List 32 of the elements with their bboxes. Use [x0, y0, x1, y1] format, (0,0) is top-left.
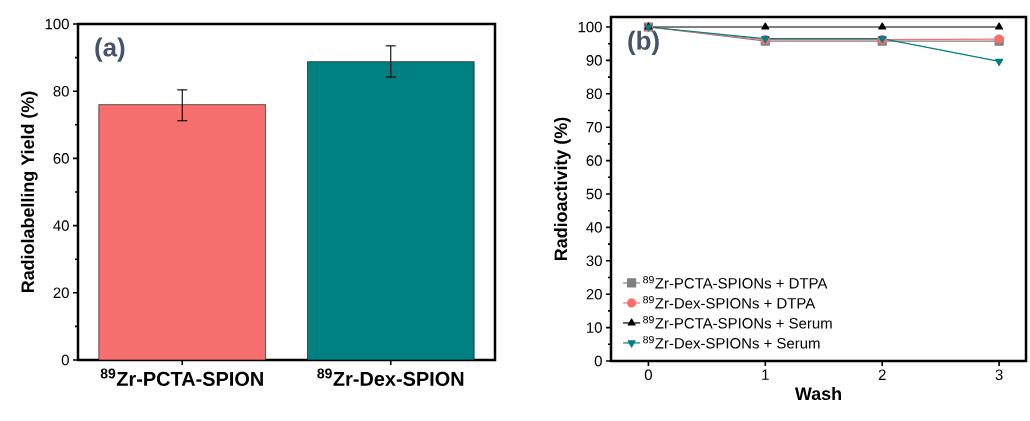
- x-tick-label: 1: [762, 369, 769, 380]
- legend-label: $^{89}$Zr-Dex-SPIONs + Serum: [643, 335, 820, 349]
- x-tick-label: $^{89}$Zr-Dex-SPION: [317, 368, 464, 386]
- x-tick-label: $^{89}$Zr-PCTA-SPION: [100, 368, 263, 386]
- annotation: (a): [95, 37, 125, 62]
- y-tick-label: 0: [61, 354, 69, 366]
- x-tick-label: 3: [995, 369, 1003, 381]
- y-tick-label: 10: [587, 322, 602, 333]
- y-tick-label: 60: [53, 153, 69, 164]
- y-tick-label: 100: [578, 21, 602, 33]
- y-tick-label: 90: [586, 55, 602, 66]
- y-tick-label: 40: [53, 220, 69, 231]
- legend-label: $^{89}$Zr-PCTA-SPIONs + Serum: [643, 315, 832, 329]
- y-tick-label: 40: [586, 222, 602, 233]
- x-tick-label: 2: [878, 369, 886, 380]
- y-axis-title: Radiolabelling Yield (%): [20, 91, 38, 293]
- y-tick-label: 80: [586, 88, 602, 100]
- y-tick-label: 60: [586, 155, 602, 166]
- y-tick-label: 20: [586, 288, 602, 300]
- y-tick-label: 70: [586, 121, 602, 133]
- y-tick-label: 20: [53, 287, 69, 299]
- legend-label: $^{89}$Zr-PCTA-SPIONs + DTPA: [643, 275, 828, 289]
- y-tick-label: 100: [45, 18, 69, 30]
- y-axis-title: Radioactivity (%): [553, 117, 571, 261]
- y-tick-label: 0: [594, 355, 602, 367]
- x-tick-label: 0: [644, 369, 652, 381]
- legend-label: $^{89}$Zr-Dex-SPIONs + DTPA: [643, 295, 816, 309]
- annotation: (b): [628, 30, 659, 55]
- y-tick-label: 30: [586, 255, 602, 267]
- y-tick-label: 50: [586, 188, 602, 200]
- y-tick-label: 80: [53, 85, 69, 97]
- x-axis-title: Wash: [794, 386, 841, 401]
